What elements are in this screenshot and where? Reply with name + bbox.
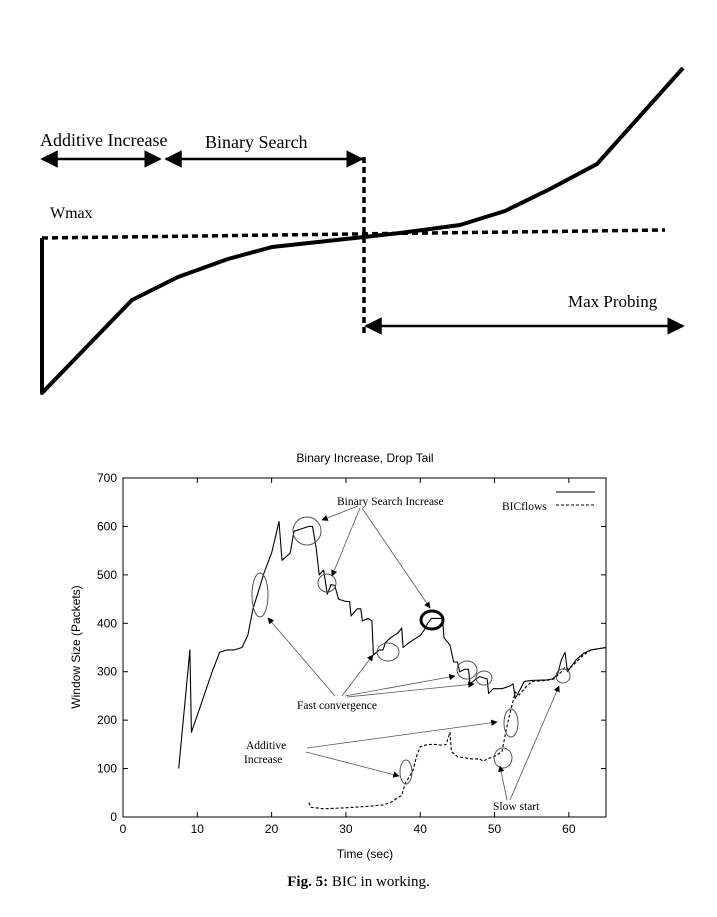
annotation-increase: Increase [244,754,282,766]
annotation-additive: Additive [246,740,286,752]
ellipse-slow-2 [493,747,513,769]
bic-window-chart: Binary Increase, Drop Tail 0 10 20 30 40 50 60… [69,451,607,861]
arrow-binary-1 [321,505,359,521]
figure-caption: Fig. 5: BIC in working. [0,874,717,891]
ellipse-binary-3 [419,609,445,631]
chart-title: Binary Increase, Drop Tail [296,451,433,465]
x-tick-label: 60 [562,822,576,836]
arrow-binary-2 [331,507,361,577]
binary-search-label: Binary Search [205,132,307,152]
arrow-additive-1 [306,719,498,749]
x-tick-label: 40 [414,822,428,836]
arrow-fast-3 [346,681,475,698]
y-tick-label: 0 [110,810,117,824]
ellipse-fast-2 [456,660,478,680]
x-axis-label: Time (sec) [337,847,393,861]
wmax-dotted-line [41,228,666,240]
x-tick-label: 10 [191,822,205,836]
arrow-fast-4 [267,617,336,697]
x-tick-label: 20 [265,822,279,836]
x-tick-label: 30 [339,822,353,836]
arrow-fast-1 [341,654,374,697]
ellipse-binary-1 [292,516,322,546]
y-tick-label: 100 [97,762,117,776]
arrow-fast-2 [344,673,456,697]
window-growth-curve [40,66,685,395]
y-tick-label: 300 [97,665,117,679]
ellipse-binary-2 [317,573,337,593]
arrow-slow-1 [498,765,508,801]
y-axis-label: Window Size (Packets) [69,585,83,708]
caption-prefix: Fig. 5: [287,874,329,890]
series-solid-line [178,521,607,769]
ellipse-slow-1 [503,708,519,738]
legend: BICflows [502,491,595,513]
annotation-fast-convergence: Fast convergence [297,700,377,712]
bic-concept-diagram: Additive Increase Binary Search Wmax Max… [40,66,685,395]
ellipse-fast-1 [376,642,400,662]
arrow-slow-2 [509,685,560,801]
y-tick-label: 600 [97,519,117,533]
y-tick-label: 500 [97,568,117,582]
y-tick-label: 700 [97,471,117,485]
ellipse-additive-1 [251,572,269,618]
ellipse-fast-3 [475,670,493,686]
ellipse-additive-2 [399,759,413,785]
x-tick-label: 0 [120,822,127,836]
additive-increase-label: Additive Increase [40,130,167,150]
arrow-binary-3 [361,507,431,609]
max-probing-label: Max Probing [568,292,658,311]
annotation-binary-search: Binary Search Increase [337,496,444,508]
series-dashed-line [308,646,607,810]
caption-text: BIC in working. [328,874,430,890]
y-tick-label: 400 [97,616,117,630]
arrow-additive-2 [305,751,400,778]
ellipse-slow-3 [555,668,571,684]
legend-label: BICflows [502,501,547,513]
x-tick-label: 50 [488,822,502,836]
plot-frame [122,477,607,818]
wmax-label: Wmax [50,205,93,222]
y-tick-label: 200 [97,713,117,727]
annotation-slow-start: Slow start [493,801,540,813]
